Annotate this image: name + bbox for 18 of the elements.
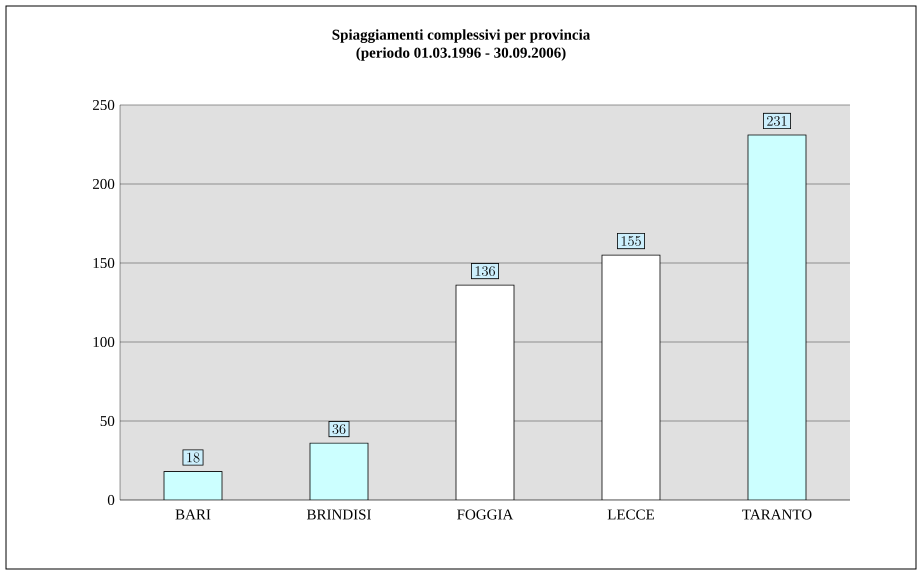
y-tick-label: 200	[92, 178, 114, 190]
x-tick-label: FOGGIA	[457, 509, 514, 520]
y-tick-label: 50	[100, 416, 114, 426]
chart-subtitle: (periodo 01.03.1996 - 30.09.2006)	[356, 47, 566, 61]
y-tick-label: 0	[108, 494, 114, 506]
chart-title: Spiaggiamenti complessivi per provincia	[332, 29, 590, 43]
x-tick-label: BARI	[176, 509, 210, 520]
x-tick-label: TARANTO	[742, 509, 812, 520]
y-tick-label: 250	[92, 100, 114, 110]
y-tick-label: 100	[94, 336, 114, 348]
data-label: 155	[622, 236, 641, 246]
data-label: 18	[187, 452, 200, 462]
data-label: 136	[476, 266, 495, 276]
y-tick-label: 150	[94, 258, 114, 268]
data-label: 231	[767, 116, 786, 126]
x-tick-label: LECCE	[608, 509, 654, 520]
data-label: 36	[332, 424, 346, 434]
x-tick-label: BRINDISI	[306, 509, 371, 520]
